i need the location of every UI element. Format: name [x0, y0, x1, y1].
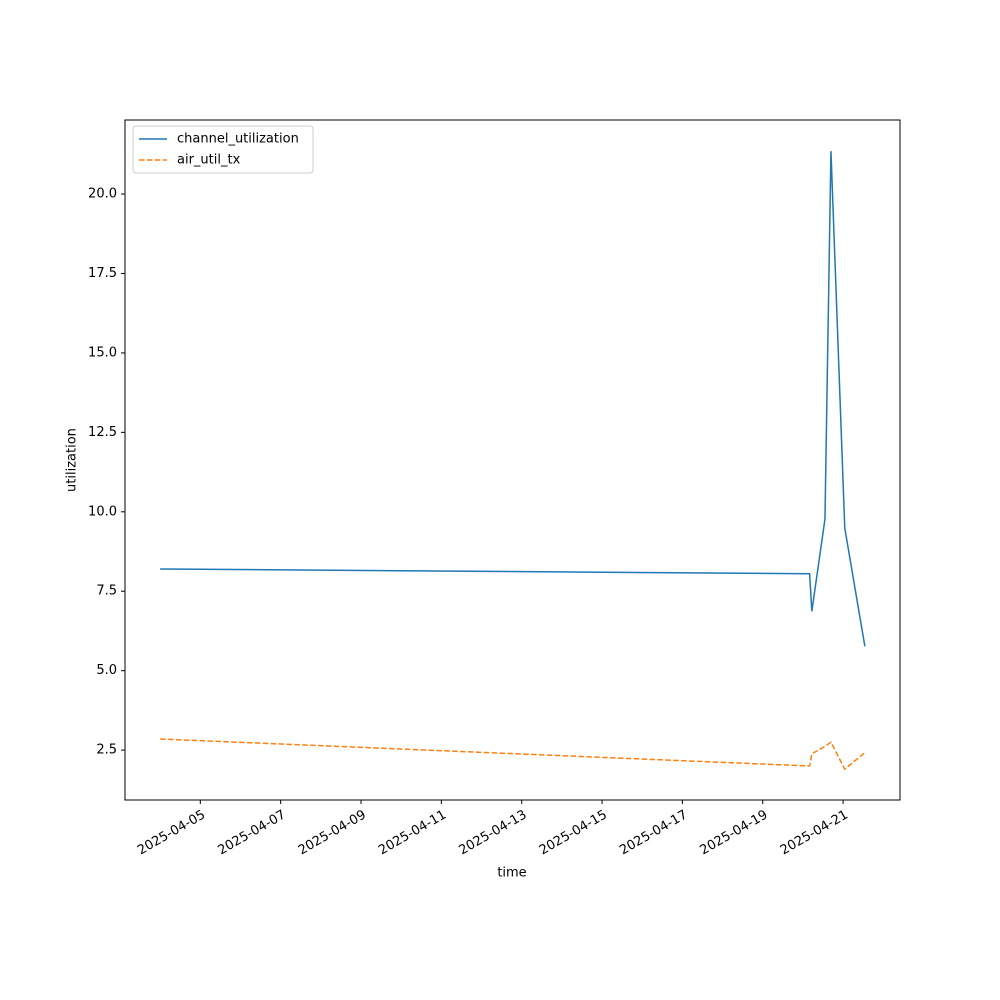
y-tick-label: 15.0: [88, 345, 117, 360]
x-tick-label: 2025-04-15: [537, 808, 610, 859]
series-line: [160, 738, 866, 771]
x-tick-label: 2025-04-07: [215, 808, 288, 859]
legend-label: air_util_tx: [177, 153, 241, 168]
y-tick-label: 7.5: [96, 584, 117, 599]
y-tick-label: 12.5: [88, 425, 117, 440]
y-tick-label: 17.5: [88, 266, 117, 281]
x-tick-label: 2025-04-05: [135, 808, 208, 859]
y-tick-label: 20.0: [88, 187, 117, 202]
y-tick-label: 10.0: [88, 504, 117, 519]
y-tick-label: 2.5: [96, 743, 117, 758]
x-tick-label: 2025-04-21: [778, 808, 851, 859]
x-axis-label: time: [497, 866, 526, 881]
x-tick-label: 2025-04-09: [296, 808, 369, 859]
y-axis-label: utilization: [65, 428, 80, 492]
x-tick-label: 2025-04-19: [698, 808, 771, 859]
x-tick-label: 2025-04-17: [617, 808, 690, 859]
series-line: [160, 151, 866, 647]
legend-box: [132, 125, 314, 174]
legend-label: channel_utilization: [177, 132, 299, 147]
y-tick-label: 5.0: [96, 663, 117, 678]
x-tick-label: 2025-04-11: [376, 808, 449, 859]
x-tick-label: 2025-04-13: [457, 808, 530, 859]
plot-frame: [124, 119, 901, 801]
